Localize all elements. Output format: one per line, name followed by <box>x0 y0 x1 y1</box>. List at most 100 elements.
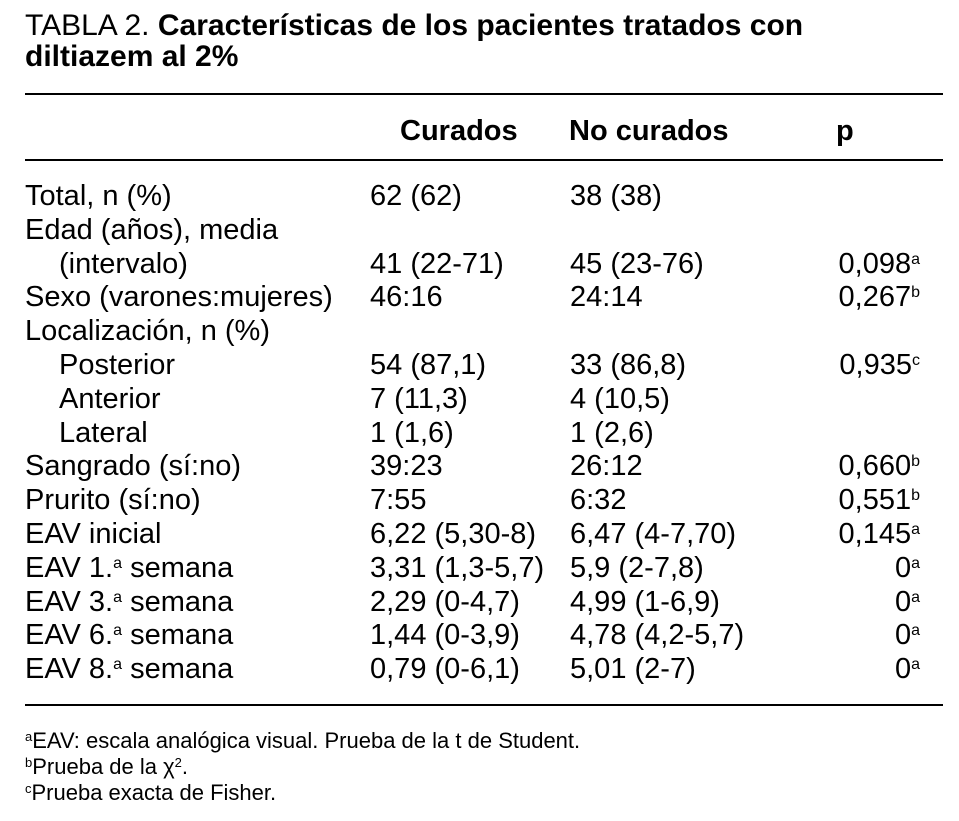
data-table: Total, n (%) 62 (62) 38 (38) Edad (años)… <box>25 180 942 687</box>
table-row: (intervalo) 41 (22-71) 45 (23-76) 0,098a <box>25 248 942 282</box>
table-row: Anterior 7 (11,3) 4 (10,5) <box>25 383 942 417</box>
row-label: EAV 8.a semana <box>25 653 234 686</box>
footnote-mark: a <box>911 250 920 268</box>
cell-curados: 39:23 <box>370 450 443 483</box>
cell-no-curados: 38 (38) <box>570 180 662 212</box>
cell-curados: 41 (22-71) <box>370 247 504 280</box>
cell-curados: 2,29 (0-4,7) <box>370 585 520 618</box>
cell-curados: 62 (62) <box>370 180 462 212</box>
row-label: Localización, n (%) <box>25 315 270 348</box>
cell-no-curados: 24:14 <box>570 281 643 314</box>
cell-p: 0a <box>894 653 920 686</box>
table-caption-line2: diltiazem al 2% <box>25 40 239 73</box>
footnote-mark: b <box>911 453 920 471</box>
table-row: Localización, n (%) <box>25 315 942 349</box>
cell-no-curados: 4,99 (1-6,9) <box>570 585 720 618</box>
cell-p: 0a <box>894 585 920 618</box>
cell-no-curados: 33 (86,8) <box>570 348 687 381</box>
row-label: EAV 6.a semana <box>25 619 234 652</box>
footnote-c: cPrueba exacta de Fisher. <box>25 780 277 805</box>
footnote-mark: a <box>911 588 920 606</box>
footnote-mark: b <box>911 487 920 505</box>
table-row: Total, n (%) 62 (62) 38 (38) <box>25 180 942 214</box>
row-label: EAV inicial <box>25 517 162 550</box>
table-row: Posterior 54 (87,1) 33 (86,8) 0,935c <box>25 349 942 383</box>
cell-p <box>790 180 942 214</box>
table-row: EAV 6.a semana 1,44 (0-3,9) 4,78 (4,2-5,… <box>25 619 942 653</box>
row-label: Posterior <box>59 348 176 381</box>
cell-curados <box>370 214 570 248</box>
cell-no-curados: 26:12 <box>570 450 643 483</box>
cell-curados: 1 (1,6) <box>370 416 454 449</box>
top-rule <box>25 93 943 95</box>
cell-no-curados: 45 (23-76) <box>570 247 704 280</box>
cell-curados: 0,79 (0-6,1) <box>370 653 520 686</box>
cell-p: 0,145a <box>838 517 920 550</box>
header-curados: Curados <box>400 115 518 147</box>
cell-curados: 1,44 (0-3,9) <box>370 619 520 652</box>
footnotes: aEAV: escala analógica visual. Prueba de… <box>25 728 580 806</box>
row-label: (intervalo) <box>59 247 188 280</box>
cell-no-curados: 5,01 (2-7) <box>570 653 696 686</box>
table-row: Lateral 1 (1,6) 1 (2,6) <box>25 417 942 451</box>
cell-p: 0,098a <box>838 247 920 280</box>
cell-curados: 7 (11,3) <box>370 382 468 415</box>
cell-curados <box>370 315 570 349</box>
row-label: Sexo (varones:mujeres) <box>25 281 333 314</box>
table-row: EAV 3.a semana 2,29 (0-4,7) 4,99 (1-6,9)… <box>25 586 942 620</box>
cell-curados: 7:55 <box>370 484 427 517</box>
footnote-mark: c <box>912 351 920 369</box>
cell-p: 0a <box>894 551 920 584</box>
row-label: EAV 3.a semana <box>25 585 234 618</box>
cell-p: 0,660b <box>838 450 920 483</box>
table-row: EAV 8.a semana 0,79 (0-6,1) 5,01 (2-7) 0… <box>25 653 942 687</box>
cell-curados: 46:16 <box>370 281 443 314</box>
row-label: Anterior <box>59 382 161 415</box>
table-title: TABLA 2. Características de los paciente… <box>25 10 945 72</box>
cell-p: 0a <box>894 619 920 652</box>
footnote-mark: b <box>911 284 920 302</box>
row-label: EAV 1.a semana <box>25 551 234 584</box>
cell-p <box>790 383 942 417</box>
footnote-mark: a <box>911 656 920 674</box>
header-no-curados: No curados <box>569 115 729 147</box>
cell-curados: 3,31 (1,3-5,7) <box>370 551 545 584</box>
cell-no-curados: 6,47 (4-7,70) <box>570 517 737 550</box>
cell-no-curados: 5,9 (2-7,8) <box>570 551 704 584</box>
cell-p: 0,935c <box>839 348 920 381</box>
table-row: Edad (años), media <box>25 214 942 248</box>
footnote-mark: a <box>911 622 920 640</box>
cell-p: 0,267b <box>838 281 920 314</box>
footnote-mark: a <box>911 554 920 572</box>
header-p: p <box>836 115 854 147</box>
row-label: Total, n (%) <box>25 180 172 212</box>
table-row: EAV 1.a semana 3,31 (1,3-5,7) 5,9 (2-7,8… <box>25 552 942 586</box>
header-rule <box>25 159 943 161</box>
cell-no-curados: 1 (2,6) <box>570 416 654 449</box>
row-label: Sangrado (sí:no) <box>25 450 242 483</box>
row-label: Lateral <box>59 416 148 449</box>
table-number: TABLA 2. <box>25 9 150 42</box>
cell-curados: 6,22 (5,30-8) <box>370 517 537 550</box>
footnote-b: bPrueba de la χ2. <box>25 754 189 779</box>
cell-no-curados: 4,78 (4,2-5,7) <box>570 619 745 652</box>
cell-curados: 54 (87,1) <box>370 348 487 381</box>
bottom-rule <box>25 704 943 706</box>
row-label: Edad (años), media <box>25 213 279 246</box>
cell-p <box>790 214 942 248</box>
cell-no-curados: 4 (10,5) <box>570 382 670 415</box>
cell-no-curados <box>570 214 790 248</box>
footnote-mark: a <box>911 520 920 538</box>
footnote-a: aEAV: escala analógica visual. Prueba de… <box>25 728 581 753</box>
cell-p <box>790 417 942 451</box>
cell-no-curados: 6:32 <box>570 484 627 517</box>
row-label: Prurito (sí:no) <box>25 484 201 517</box>
cell-p: 0,551b <box>838 484 920 517</box>
table-row: Sexo (varones:mujeres) 46:16 24:14 0,267… <box>25 281 942 315</box>
table-caption-line1: Características de los pacientes tratado… <box>157 9 804 42</box>
table-row: EAV inicial 6,22 (5,30-8) 6,47 (4-7,70) … <box>25 518 942 552</box>
table-row: Prurito (sí:no) 7:55 6:32 0,551b <box>25 484 942 518</box>
table-row: Sangrado (sí:no) 39:23 26:12 0,660b <box>25 450 942 484</box>
cell-p <box>790 315 942 349</box>
cell-no-curados <box>570 315 790 349</box>
